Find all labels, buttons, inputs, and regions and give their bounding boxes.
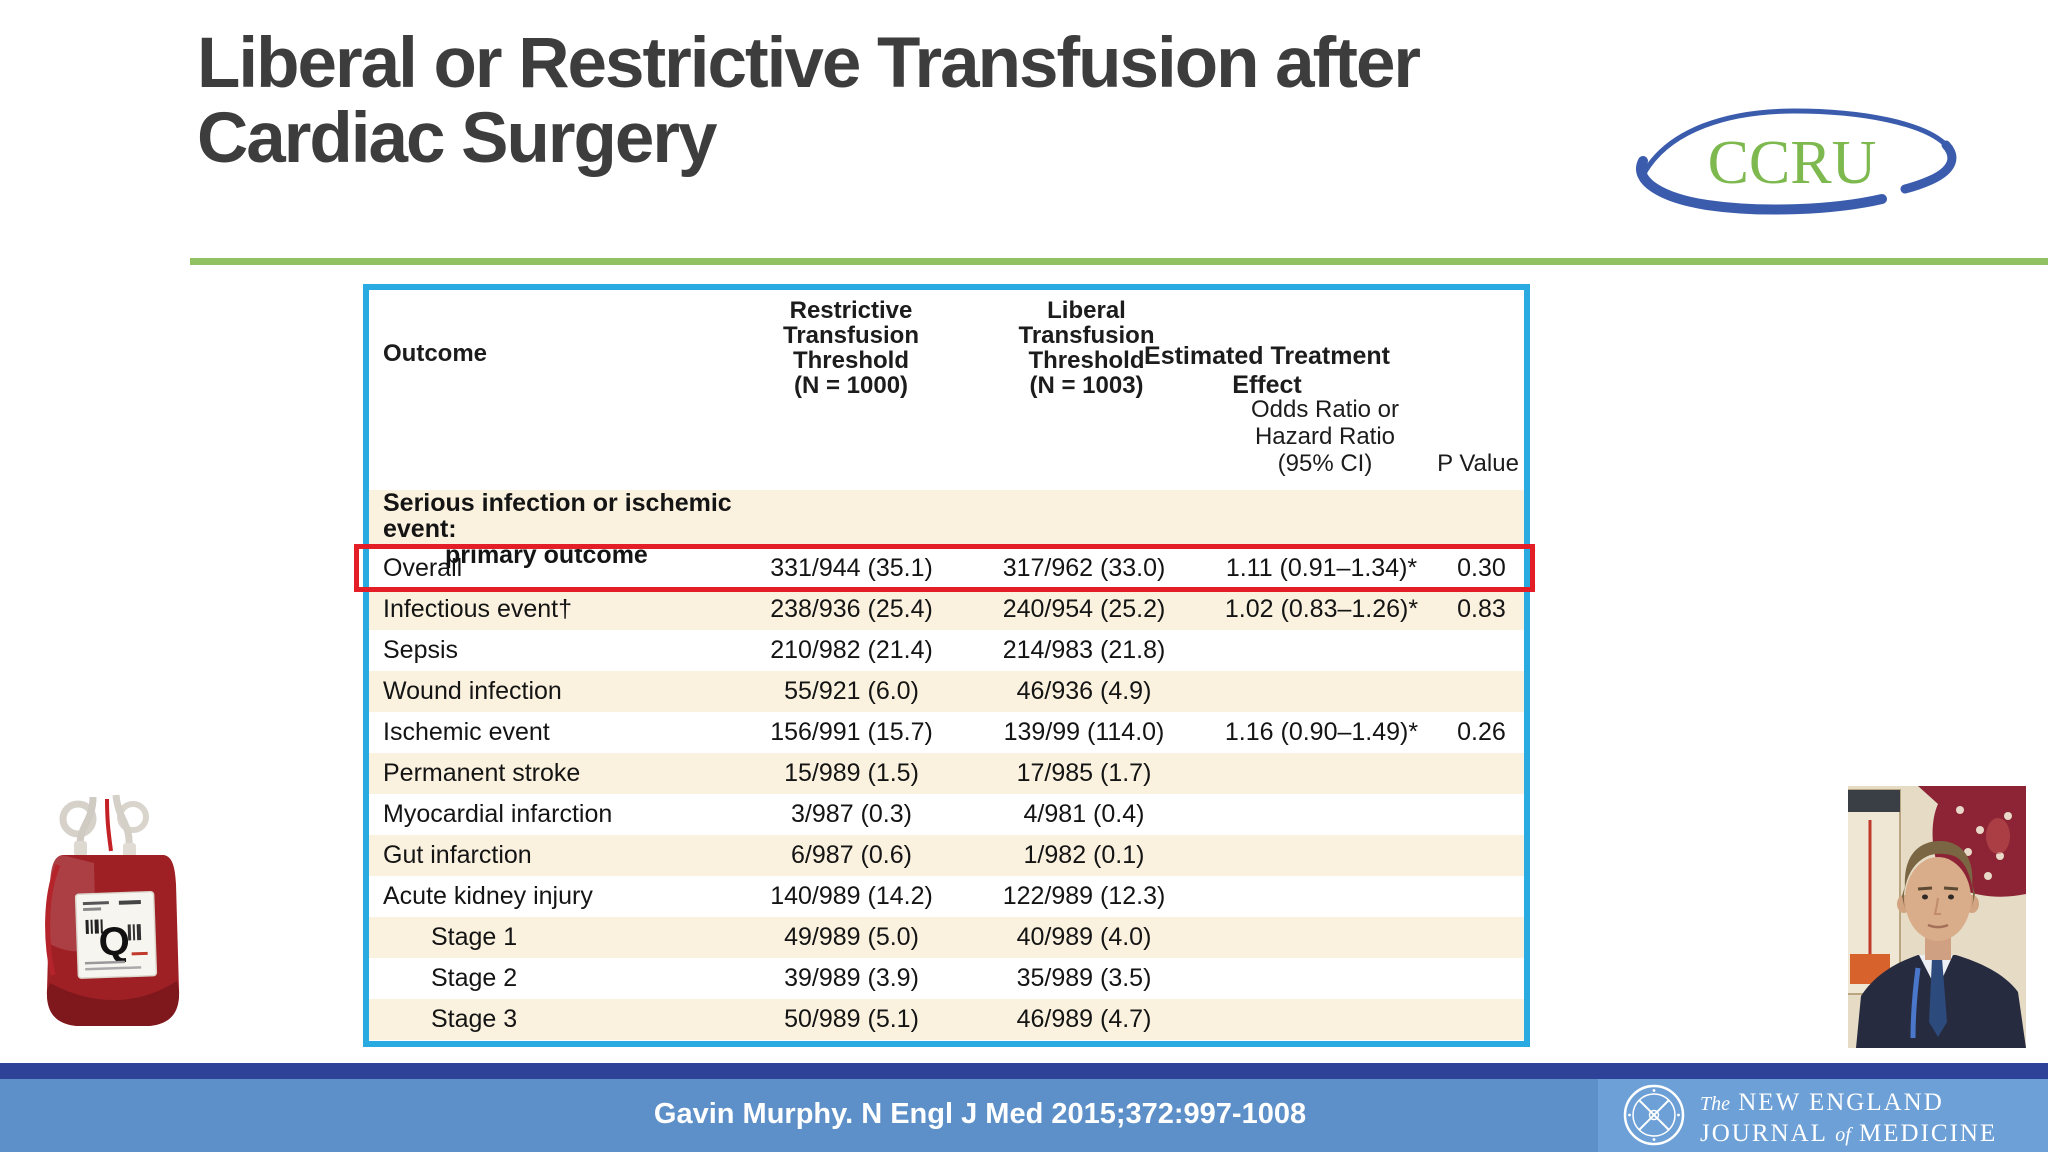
outcome-cell: Permanent stroke — [383, 759, 581, 787]
title-divider-rule — [190, 258, 2048, 265]
restrictive-value-cell: 210/982 (21.4) — [770, 636, 933, 664]
ccru-logo-text: CCRU — [1708, 129, 1877, 197]
liberal-value-cell: 122/989 (12.3) — [1002, 882, 1166, 910]
blood-bag-image: Q — [45, 794, 180, 1026]
liberal-value-cell: 4/981 (0.4) — [1023, 800, 1145, 828]
table-row: Permanent stroke 15/989 (1.5) 17/985 (1.7) — [369, 753, 1524, 794]
liberal-value-cell: 317/962 (33.0) — [1002, 554, 1166, 582]
nejm-footer-panel — [1598, 1079, 2048, 1152]
outcome-cell: Wound infection — [383, 677, 562, 705]
liberal-value-cell: 46/936 (4.9) — [1016, 677, 1152, 705]
restrictive-value-cell: 15/989 (1.5) — [784, 759, 919, 787]
p-value-cell: 0.30 — [1457, 554, 1506, 582]
table-header: Outcome Restrictive Transfusion Threshol… — [369, 290, 1524, 490]
ccru-swoosh-right — [1900, 140, 1957, 194]
liberal-value-cell: 46/989 (4.7) — [1016, 1005, 1152, 1033]
outcome-cell: Ischemic event — [383, 718, 550, 746]
table-row: Stage 3 50/989 (5.1) 46/989 (4.7) — [369, 999, 1524, 1040]
outcome-cell: Sepsis — [383, 636, 459, 664]
restrictive-value-cell: 6/987 (0.6) — [791, 841, 912, 869]
table-row: Gut infarction 6/987 (0.6) 1/982 (0.1) — [369, 835, 1524, 876]
header-odds-ratio: Odds Ratio or Hazard Ratio (95% CI) — [1250, 396, 1400, 477]
slide-title: Liberal or Restrictive Transfusion after… — [197, 24, 1421, 179]
restrictive-value-cell: 331/944 (35.1) — [770, 554, 933, 582]
primary-outcome-highlight-box — [354, 544, 1535, 592]
header-estimated-treatment-effect: Estimated Treatment Effect — [1144, 342, 1390, 399]
restrictive-value-cell: 55/921 (6.0) — [784, 677, 919, 705]
citation-text: Gavin Murphy. N Engl J Med 2015;372:997-… — [653, 1098, 1307, 1130]
table-row-highlighted: Overall 331/944 (35.1) 317/962 (33.0) 1.11 … — [369, 548, 1524, 589]
liberal-value-cell: 17/985 (1.7) — [1016, 759, 1152, 787]
slide-title-line1: Liberal or Restrictive Transfusion after — [197, 24, 1421, 103]
outcome-cell: Gut infarction — [383, 841, 532, 869]
restrictive-value-cell: 49/989 (5.0) — [784, 923, 919, 951]
table-row: Acute kidney injury 140/989 (14.2) 122/989… — [369, 876, 1524, 917]
table-row: Sepsis 210/982 (21.4) 214/983 (21.8) — [369, 630, 1524, 671]
restrictive-value-cell: 238/936 (25.4) — [770, 595, 933, 623]
restrictive-value-cell: 50/989 (5.1) — [784, 1005, 919, 1033]
liberal-value-cell: 40/989 (4.0) — [1016, 923, 1152, 951]
table-rows: Serious infection or ischemic event: prim… — [369, 490, 1524, 1040]
table-row: Stage 1 49/989 (5.0) 40/989 (4.0) — [369, 917, 1524, 958]
ccru-swoosh-top — [1639, 108, 1949, 180]
ccru-logo: CCRU — [1636, 108, 1957, 215]
outcome-cell: Stage 3 — [431, 1005, 518, 1033]
outcome-cell: Myocardial infarction — [383, 800, 613, 828]
table-row: Stage 2 39/989 (3.9) 35/989 (3.5) — [369, 958, 1524, 999]
results-table: Outcome Restrictive Transfusion Threshol… — [363, 284, 1530, 1047]
table-row: Myocardial infarction 3/987 (0.3) 4/981 (0… — [369, 794, 1524, 835]
outcome-cell: Stage 1 — [431, 923, 518, 951]
header-liberal-threshold: Liberal Transfusion Threshold (N = 1003) — [1018, 297, 1155, 399]
restrictive-value-cell: 3/987 (0.3) — [791, 800, 912, 828]
table-row: Infectious event† 238/936 (25.4) 240/954 (… — [369, 589, 1524, 630]
restrictive-value-cell: 156/991 (15.7) — [770, 718, 933, 746]
header-restrictive-threshold: Restrictive Transfusion Threshold (N = 1… — [782, 297, 920, 399]
nejm-logo-line1: The NEW ENGLAND — [1700, 1089, 1944, 1116]
slide-title-line2: Cardiac Surgery — [197, 99, 718, 179]
nejm-seal-icon — [1623, 1084, 1685, 1146]
nejm-logo: The NEW ENGLAND JOURNAL of MEDICINE — [1700, 1088, 1997, 1150]
table-row: Ischemic event 156/991 (15.7) 139/99 (114.… — [369, 712, 1524, 753]
presenter-photo — [1848, 786, 2026, 1048]
outcome-cell: Stage 2 — [431, 964, 518, 992]
liberal-value-cell: 35/989 (3.5) — [1016, 964, 1152, 992]
ccru-swoosh-bottom — [1636, 156, 1887, 215]
restrictive-value-cell: 39/989 (3.9) — [784, 964, 919, 992]
outcome-cell: Overall — [383, 554, 463, 582]
p-value-cell: 0.83 — [1457, 595, 1506, 623]
odds-ratio-cell: 1.11 (0.91–1.34)* — [1225, 554, 1418, 582]
liberal-value-cell: 1/982 (0.1) — [1023, 841, 1145, 869]
odds-ratio-cell: 1.02 (0.83–1.26)* — [1224, 595, 1419, 623]
footer-accent-strip — [0, 1063, 2048, 1079]
restrictive-value-cell: 140/989 (14.2) — [770, 882, 933, 910]
table-section-header-row: Serious infection or ischemic event: prim… — [369, 490, 1524, 568]
header-outcome: Outcome — [383, 340, 488, 367]
svg-text:Q: Q — [98, 919, 131, 964]
p-value-cell: 0.26 — [1457, 718, 1506, 746]
liberal-value-cell: 240/954 (25.2) — [1002, 595, 1166, 623]
liberal-value-cell: 139/99 (114.0) — [1003, 718, 1165, 746]
liberal-value-cell: 214/983 (21.8) — [1002, 636, 1166, 664]
table-row: Wound infection 55/921 (6.0) 46/936 (4.9) — [369, 671, 1524, 712]
outcome-cell: Acute kidney injury — [383, 882, 593, 910]
header-p-value: P Value — [1437, 450, 1519, 477]
odds-ratio-cell: 1.16 (0.90–1.49)* — [1224, 718, 1419, 746]
outcome-cell: Infectious event† — [383, 595, 573, 623]
nejm-logo-line2: JOURNAL of MEDICINE — [1700, 1120, 1998, 1147]
